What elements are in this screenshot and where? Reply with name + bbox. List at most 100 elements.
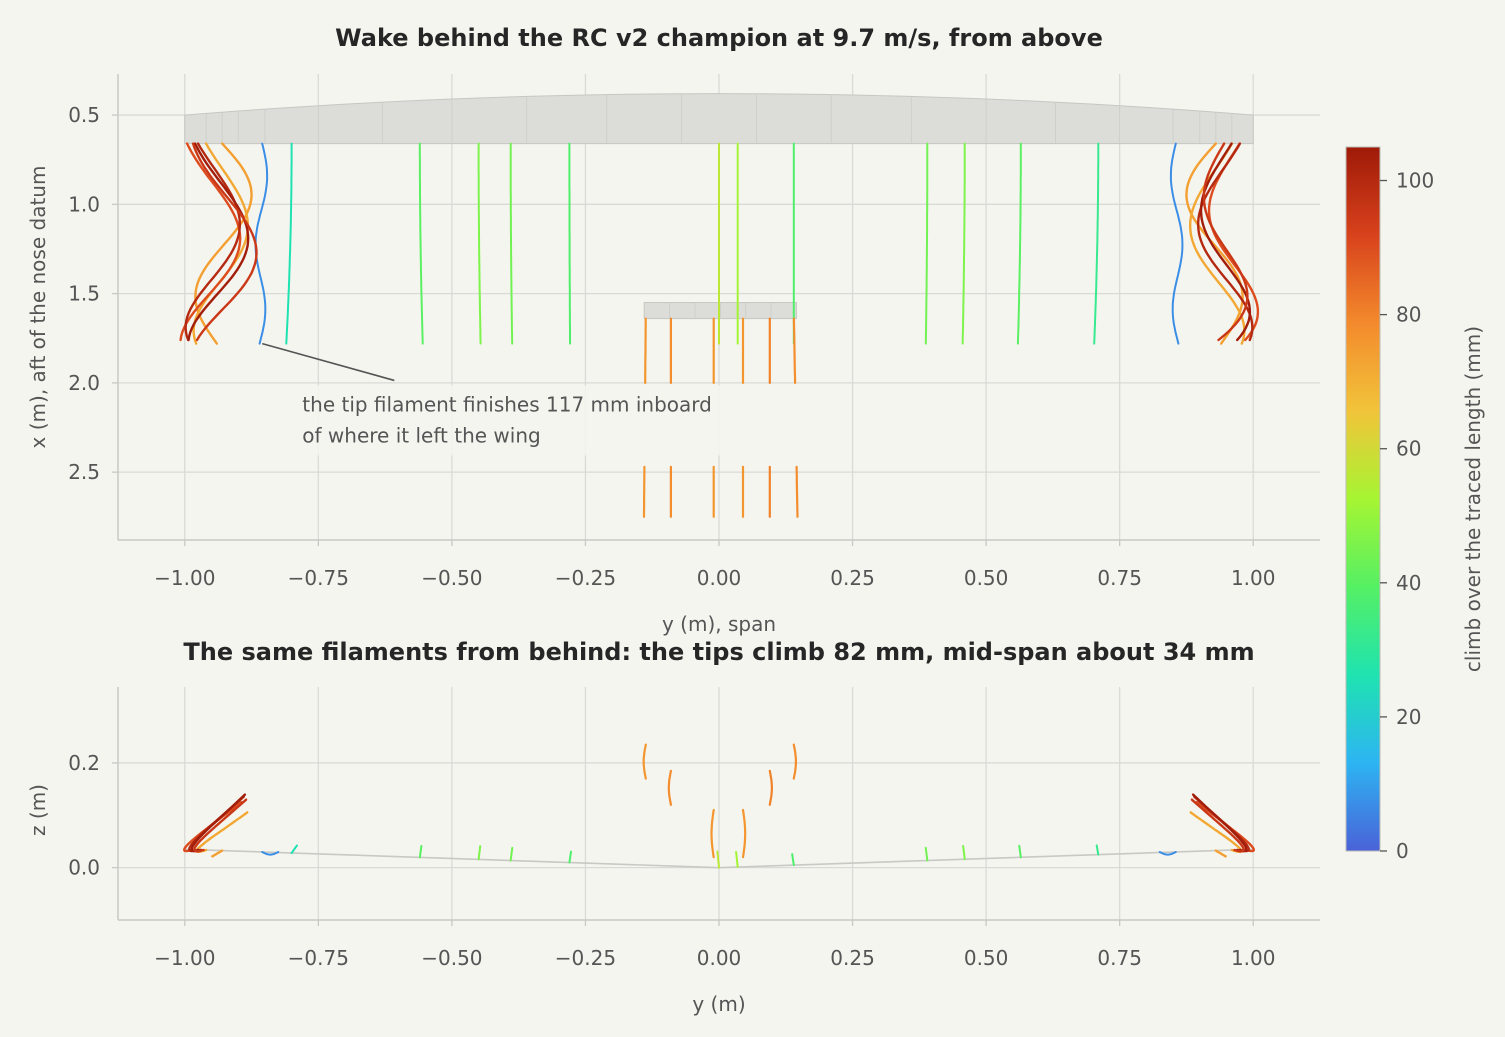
filament-top [285, 142, 293, 345]
bottom-ylabel: z (m) [26, 784, 50, 836]
tail-filament-rear [667, 769, 672, 806]
filament-rear [1190, 798, 1245, 853]
bottom-xlabel: y (m) [692, 992, 745, 1016]
tail-filament-top [795, 465, 799, 518]
filament-rear [477, 845, 482, 861]
x-tick-label: 1.00 [1231, 946, 1276, 970]
x-tick-label: −0.75 [288, 946, 349, 970]
filament-top [509, 142, 514, 345]
filament-rear [509, 846, 514, 862]
filament-rear [1095, 844, 1100, 856]
filament-rear [735, 851, 739, 868]
x-tick-label: 0.25 [830, 946, 875, 970]
annotation-line-1: the tip filament finishes 117 mm inboard [302, 392, 712, 416]
filament-rear [791, 853, 795, 867]
top-panel: Wake behind the RC v2 champion at 9.7 m/… [26, 24, 1320, 636]
x-tick-label: −0.50 [421, 566, 482, 590]
annotation-background [296, 385, 747, 456]
colorbar-tick-label: 60 [1396, 437, 1421, 461]
x-tick-label: −1.00 [154, 566, 215, 590]
colorbar-tick-label: 20 [1396, 705, 1421, 729]
filament-top [194, 142, 253, 345]
tail-filament-rear [710, 808, 715, 859]
tail-filament-rear [792, 743, 797, 780]
x-tick-label: 0.25 [830, 566, 875, 590]
filament-top [1093, 142, 1100, 345]
annotation-leader [262, 342, 395, 382]
filament-rear [290, 844, 298, 854]
filament-top [477, 142, 482, 345]
filament-top [568, 142, 572, 345]
filament-rear [1214, 849, 1228, 858]
x-tick-label: −0.25 [555, 566, 616, 590]
tail-filament-rear [741, 808, 747, 859]
filament-top [191, 142, 258, 342]
y-tick-label: 1.5 [68, 282, 100, 306]
y-tick-label: 0.0 [68, 856, 100, 880]
filament-rear [418, 844, 423, 859]
bottom-grid [118, 687, 1320, 920]
filament-top [192, 142, 249, 345]
top-wing-planform [184, 93, 1254, 320]
colorbar-tick-label: 80 [1396, 303, 1421, 327]
filament-rear [1158, 851, 1177, 856]
top-tick-labels: −1.00 −0.75 −0.50 −0.25 0.00 0.25 0.50 0.75 1.00… [68, 103, 1275, 590]
colorbar-ticks: 0 20 40 60 80 100 [1380, 169, 1434, 863]
bottom-tick-labels: −1.00 −0.75 −0.50 −0.25 0.00 0.25 0.50 0.75 1.00… [68, 751, 1275, 970]
filament-top [924, 142, 929, 345]
y-tick-label: 2.5 [68, 460, 100, 484]
filament-top [1202, 142, 1249, 342]
x-tick-label: 0.00 [697, 946, 742, 970]
filament-top [187, 142, 250, 342]
x-tick-label: 0.00 [697, 566, 742, 590]
top-title: Wake behind the RC v2 champion at 9.7 m/… [335, 24, 1103, 52]
filament-top [1169, 142, 1184, 345]
y-tick-label: 1.0 [68, 192, 100, 216]
annotation-line-2: of where it left the wing [302, 423, 540, 447]
filament-top [184, 142, 241, 342]
x-tick-label: 0.75 [1097, 566, 1142, 590]
colorbar-tick-label: 40 [1396, 571, 1421, 595]
filament-top [1185, 142, 1244, 345]
bottom-title: The same filaments from behind: the tips… [183, 638, 1254, 666]
colorbar-tick-label: 100 [1396, 169, 1434, 193]
x-tick-label: 0.75 [1097, 946, 1142, 970]
x-tick-label: −1.00 [154, 946, 215, 970]
filament-top [254, 142, 269, 345]
annotation: the tip filament finishes 117 mm inboard… [262, 342, 747, 456]
tail-filament-top [644, 317, 647, 384]
y-tick-label: 2.0 [68, 371, 100, 395]
colorbar-label: climb over the traced length (mm) [1461, 326, 1485, 672]
top-xlabel: y (m), span [662, 612, 776, 636]
filament-rear [1018, 844, 1022, 859]
y-tick-label: 0.5 [68, 103, 100, 127]
x-tick-label: 1.00 [1231, 566, 1276, 590]
filament-rear [716, 850, 720, 869]
tail-filament-rear [768, 769, 774, 806]
filament-rear [962, 845, 966, 861]
bottom-panel: The same filaments from behind: the tips… [26, 638, 1320, 1016]
tail-filament-rear [642, 743, 647, 780]
filament-rear [261, 851, 280, 856]
top-filaments [179, 142, 1260, 518]
x-tick-label: −0.25 [555, 946, 616, 970]
colorbar-tick-label: 0 [1396, 839, 1409, 863]
filament-top [1189, 142, 1246, 345]
filament-top [1199, 142, 1252, 342]
filament-top [418, 142, 424, 345]
colorbar-gradient [1345, 146, 1381, 852]
filament-top [1016, 142, 1022, 345]
x-tick-label: 0.50 [964, 946, 1009, 970]
y-tick-label: 0.2 [68, 751, 100, 775]
filament-rear [568, 850, 572, 864]
x-tick-label: 0.50 [964, 566, 1009, 590]
filament-rear [924, 846, 929, 862]
filament-top [179, 142, 242, 342]
filament-rear [210, 849, 224, 858]
x-tick-label: −0.50 [421, 946, 482, 970]
filament-top [961, 142, 966, 345]
filament-rear [193, 798, 248, 853]
x-tick-label: −0.75 [288, 566, 349, 590]
bottom-filaments [183, 743, 1255, 869]
